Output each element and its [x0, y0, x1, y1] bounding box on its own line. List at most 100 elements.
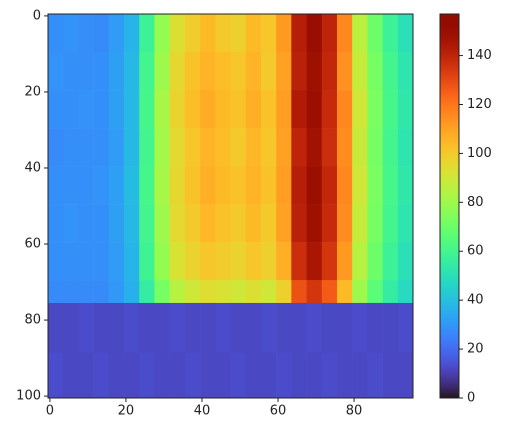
heatmap-cell	[382, 128, 399, 167]
heatmap-cell	[124, 204, 140, 243]
heatmap-cell	[184, 352, 201, 399]
heatmap-cell	[124, 166, 140, 205]
heatmap-cell	[291, 204, 307, 243]
heatmap-cell	[93, 52, 110, 91]
heatmap-cell	[200, 128, 216, 167]
heatmap-cell	[108, 352, 125, 399]
heatmap-cell	[352, 204, 368, 243]
heatmap-cell	[260, 242, 277, 281]
heatmap-cell	[352, 302, 368, 353]
heatmap-cell	[245, 302, 262, 353]
heatmap-cell	[260, 14, 277, 53]
colorbar-tick-label: 40	[467, 293, 484, 308]
heatmap-cell	[276, 280, 292, 304]
heatmap-cell	[184, 14, 201, 53]
heatmap-cell	[321, 90, 338, 129]
heatmap-cell	[154, 52, 170, 91]
heatmap-cell	[184, 280, 201, 304]
heatmap-cell	[367, 52, 383, 91]
heatmap-cell	[230, 280, 247, 304]
heatmap-cell	[154, 204, 170, 243]
heatmap-cell	[352, 14, 368, 53]
colorbar-tick-label: 120	[467, 97, 492, 112]
heatmap-cell	[108, 166, 125, 205]
heatmap-cell	[139, 90, 155, 129]
heatmap-cell	[78, 128, 94, 167]
heatmap-cell	[215, 204, 231, 243]
heatmap-cell	[245, 52, 262, 91]
heatmap-cell	[63, 302, 79, 353]
heatmap-cell	[124, 242, 140, 281]
heatmap-cell	[260, 52, 277, 91]
heatmap-cell	[306, 302, 323, 353]
heatmap-cell	[291, 352, 307, 399]
heatmap-cell	[321, 280, 338, 304]
colorbar-tick-label: 0	[467, 391, 475, 406]
heatmap-cell	[63, 14, 79, 53]
heatmap-cell	[78, 166, 94, 205]
x-tick-label: 20	[118, 404, 135, 419]
heatmap-cell	[48, 352, 64, 399]
heatmap-cell	[382, 280, 399, 304]
heatmap-cell	[230, 90, 247, 129]
heatmap-cell	[154, 166, 170, 205]
heatmap-cell	[215, 128, 231, 167]
heatmap-cell	[260, 90, 277, 129]
heatmap-cell	[291, 280, 307, 304]
heatmap-cell	[260, 302, 277, 353]
heatmap-cell	[169, 280, 186, 304]
heatmap-cell	[397, 128, 414, 167]
heatmap-cell	[230, 166, 247, 205]
y-tick-label: 40	[24, 160, 41, 175]
colorbar-tick-label: 80	[467, 195, 484, 210]
heatmap-cell	[291, 14, 307, 53]
heatmap-cell	[108, 90, 125, 129]
heatmap-cell	[154, 90, 170, 129]
heatmap-cell	[352, 242, 368, 281]
heatmap-cell	[352, 128, 368, 167]
heatmap-cell	[276, 352, 292, 399]
heatmap-cell	[291, 90, 307, 129]
heatmap-cell	[260, 128, 277, 167]
heatmap-cell	[63, 128, 79, 167]
heatmap-cell	[352, 52, 368, 91]
heatmap-cell	[108, 302, 125, 353]
heatmap-cell	[382, 242, 399, 281]
heatmap-cell	[184, 302, 201, 353]
heatmap-cell	[367, 352, 383, 399]
heatmap-cell	[139, 52, 155, 91]
heatmap-cell	[184, 128, 201, 167]
heatmap-cell	[245, 242, 262, 281]
heatmap-cell	[291, 242, 307, 281]
heatmap-cell	[276, 166, 292, 205]
heatmap-cell	[108, 204, 125, 243]
heatmap-cell	[276, 204, 292, 243]
heatmap-cell	[245, 204, 262, 243]
heatmap	[48, 14, 414, 399]
colorbar-tick-label: 60	[467, 244, 484, 259]
heatmap-cell	[184, 52, 201, 91]
heatmap-cell	[108, 128, 125, 167]
heatmap-cell	[139, 14, 155, 53]
x-tick-label: 60	[270, 404, 287, 419]
heatmap-cell	[139, 280, 155, 304]
heatmap-cell	[336, 128, 353, 167]
heatmap-cell	[78, 352, 94, 399]
heatmap-cell	[48, 204, 64, 243]
heatmap-cell	[215, 352, 231, 399]
heatmap-cell	[124, 14, 140, 53]
heatmap-cell	[352, 90, 368, 129]
heatmap-cell	[245, 14, 262, 53]
heatmap-cell	[48, 242, 64, 281]
axes-frame	[47, 13, 414, 399]
heatmap-cell	[48, 280, 64, 304]
heatmap-cell	[306, 166, 323, 205]
heatmap-cell	[230, 52, 247, 91]
heatmap-cell	[306, 280, 323, 304]
heatmap-cell	[108, 242, 125, 281]
heatmap-cell	[367, 302, 383, 353]
heatmap-cell	[336, 14, 353, 53]
heatmap-cell	[276, 302, 292, 353]
heatmap-cell	[63, 90, 79, 129]
heatmap-cell	[306, 128, 323, 167]
